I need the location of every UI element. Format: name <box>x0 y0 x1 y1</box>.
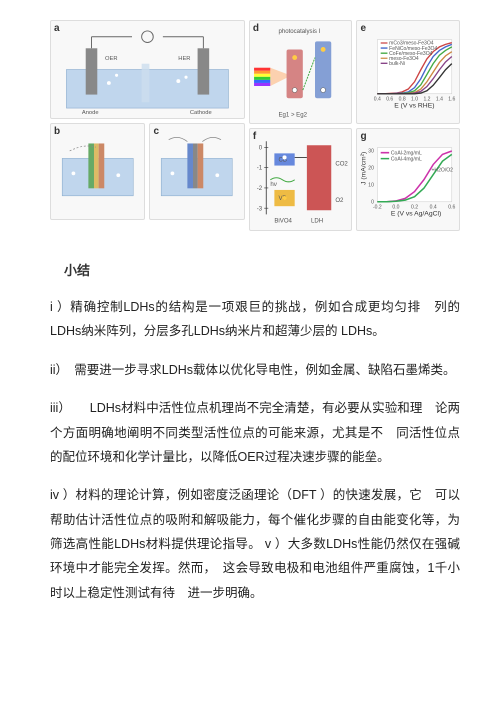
her-label: HER <box>178 56 190 62</box>
ldh-label: LDH <box>311 217 323 224</box>
paragraph-iii: iii） LDHs材料中活性位点机理尚不完全清楚，有必要从实验和理 论两个方面明… <box>50 396 460 469</box>
scientific-figure: a OER HER Anode Cathode <box>50 20 460 220</box>
g-ylabel: J (mA/cm²) <box>361 151 368 184</box>
o2-label: O2 <box>335 197 344 204</box>
panel-f-diagram: 0-1-2-3 CB VB hν CO2 O2 BiVO4 LDH <box>250 129 352 231</box>
panel-f: f 0-1-2-3 CB VB hν CO2 O2 BiVO4 <box>249 128 353 232</box>
svg-text:-0.2: -0.2 <box>373 204 382 210</box>
panel-bc-row: b c <box>50 123 245 220</box>
svg-text:bulk-Ni: bulk-Ni <box>390 61 406 67</box>
panel-g: g E (V vs Ag/AgCl) J (mA/cm²) -0.2 0.0 0.2… <box>356 128 460 232</box>
panel-label-d: d <box>253 23 259 34</box>
svg-text:0.4: 0.4 <box>430 204 437 210</box>
panel-a: a OER HER Anode Cathode <box>50 20 245 119</box>
bivo4-label: BiVO4 <box>274 217 292 224</box>
panel-e-chart: E (V vs RHE) 0.40.60.81.01.21.41.6 mCo3/… <box>357 21 459 123</box>
panel-label-e: e <box>360 23 366 34</box>
anode-label: Anode <box>82 110 99 116</box>
panel-label-a: a <box>54 23 60 34</box>
panel-a-diagram: OER HER Anode Cathode <box>51 21 244 118</box>
hv-label: hν <box>270 180 276 187</box>
svg-text:-3: -3 <box>257 205 263 212</box>
oer-label: OER <box>105 56 118 62</box>
panel-label-b: b <box>54 126 60 137</box>
e-xlabel: E (V vs RHE) <box>395 102 435 109</box>
paragraph-i: i ）精确控制LDHs的结构是一项艰巨的挑战，例如合成更均匀排 列的LDHs纳米… <box>50 295 460 344</box>
svg-text:CoAl-4mg/mL: CoAl-4mg/mL <box>391 156 422 162</box>
svg-text:0.4: 0.4 <box>374 97 381 103</box>
panel-de-row: d photocatalysis I <box>249 20 460 124</box>
panel-label-f: f <box>253 131 256 142</box>
svg-text:-1: -1 <box>257 164 263 171</box>
photocat-title: photocatalysis I <box>278 28 320 35</box>
svg-text:0: 0 <box>259 144 263 151</box>
svg-text:30: 30 <box>369 148 375 154</box>
panel-c-diagram <box>150 124 243 219</box>
svg-text:10: 10 <box>369 182 375 188</box>
svg-text:0: 0 <box>372 199 375 205</box>
panel-b: b <box>50 123 145 220</box>
panel-label-g: g <box>360 131 366 142</box>
svg-text:1.4: 1.4 <box>436 97 443 103</box>
svg-text:1.6: 1.6 <box>449 97 456 103</box>
g-xlabel: E (V vs Ag/AgCl) <box>391 210 441 217</box>
svg-text:0.2: 0.2 <box>411 204 418 210</box>
panel-d: d photocatalysis I <box>249 20 353 124</box>
paragraph-ii: ii） 需要进一步寻求LDHs载体以优化导电性，例如金属、缺陷石墨烯类。 <box>50 358 460 382</box>
paragraph-iv: iv ）材料的理论计算，例如密度泛函理论（DFT ）的快速发展，它 可以帮助估计… <box>50 483 460 605</box>
svg-text:-2: -2 <box>257 185 263 192</box>
svg-text:1.0: 1.0 <box>411 97 418 103</box>
svg-text:20: 20 <box>369 165 375 171</box>
panel-g-chart: E (V vs Ag/AgCl) J (mA/cm²) -0.2 0.0 0.2 0.… <box>357 129 459 231</box>
co2-label: CO2 <box>335 160 348 167</box>
svg-text:0.0: 0.0 <box>393 204 400 210</box>
panel-b-diagram <box>51 124 144 219</box>
panel-label-c: c <box>153 126 159 137</box>
svg-text:0.8: 0.8 <box>399 97 406 103</box>
svg-text:1.2: 1.2 <box>424 97 431 103</box>
panel-e: e E (V vs RHE) 0.40.60.81.01.21.41.6 mCo… <box>356 20 460 124</box>
right-panel-column: d photocatalysis I <box>249 20 460 220</box>
left-panel-column: a OER HER Anode Cathode <box>50 20 245 220</box>
cathode-label: Cathode <box>190 110 212 116</box>
panel-d-diagram: photocatalysis I Eg1 > Eg2 <box>250 21 352 123</box>
eg-formula: Eg1 > Eg2 <box>278 111 307 118</box>
svg-text:0.6: 0.6 <box>449 204 456 210</box>
panel-c: c <box>149 123 244 220</box>
summary-title: 小结 <box>50 260 460 279</box>
g-h2o-label: +H2O/O2 <box>432 167 454 173</box>
svg-text:0.6: 0.6 <box>387 97 394 103</box>
panel-fg-row: f 0-1-2-3 CB VB hν CO2 O2 BiVO4 <box>249 128 460 232</box>
